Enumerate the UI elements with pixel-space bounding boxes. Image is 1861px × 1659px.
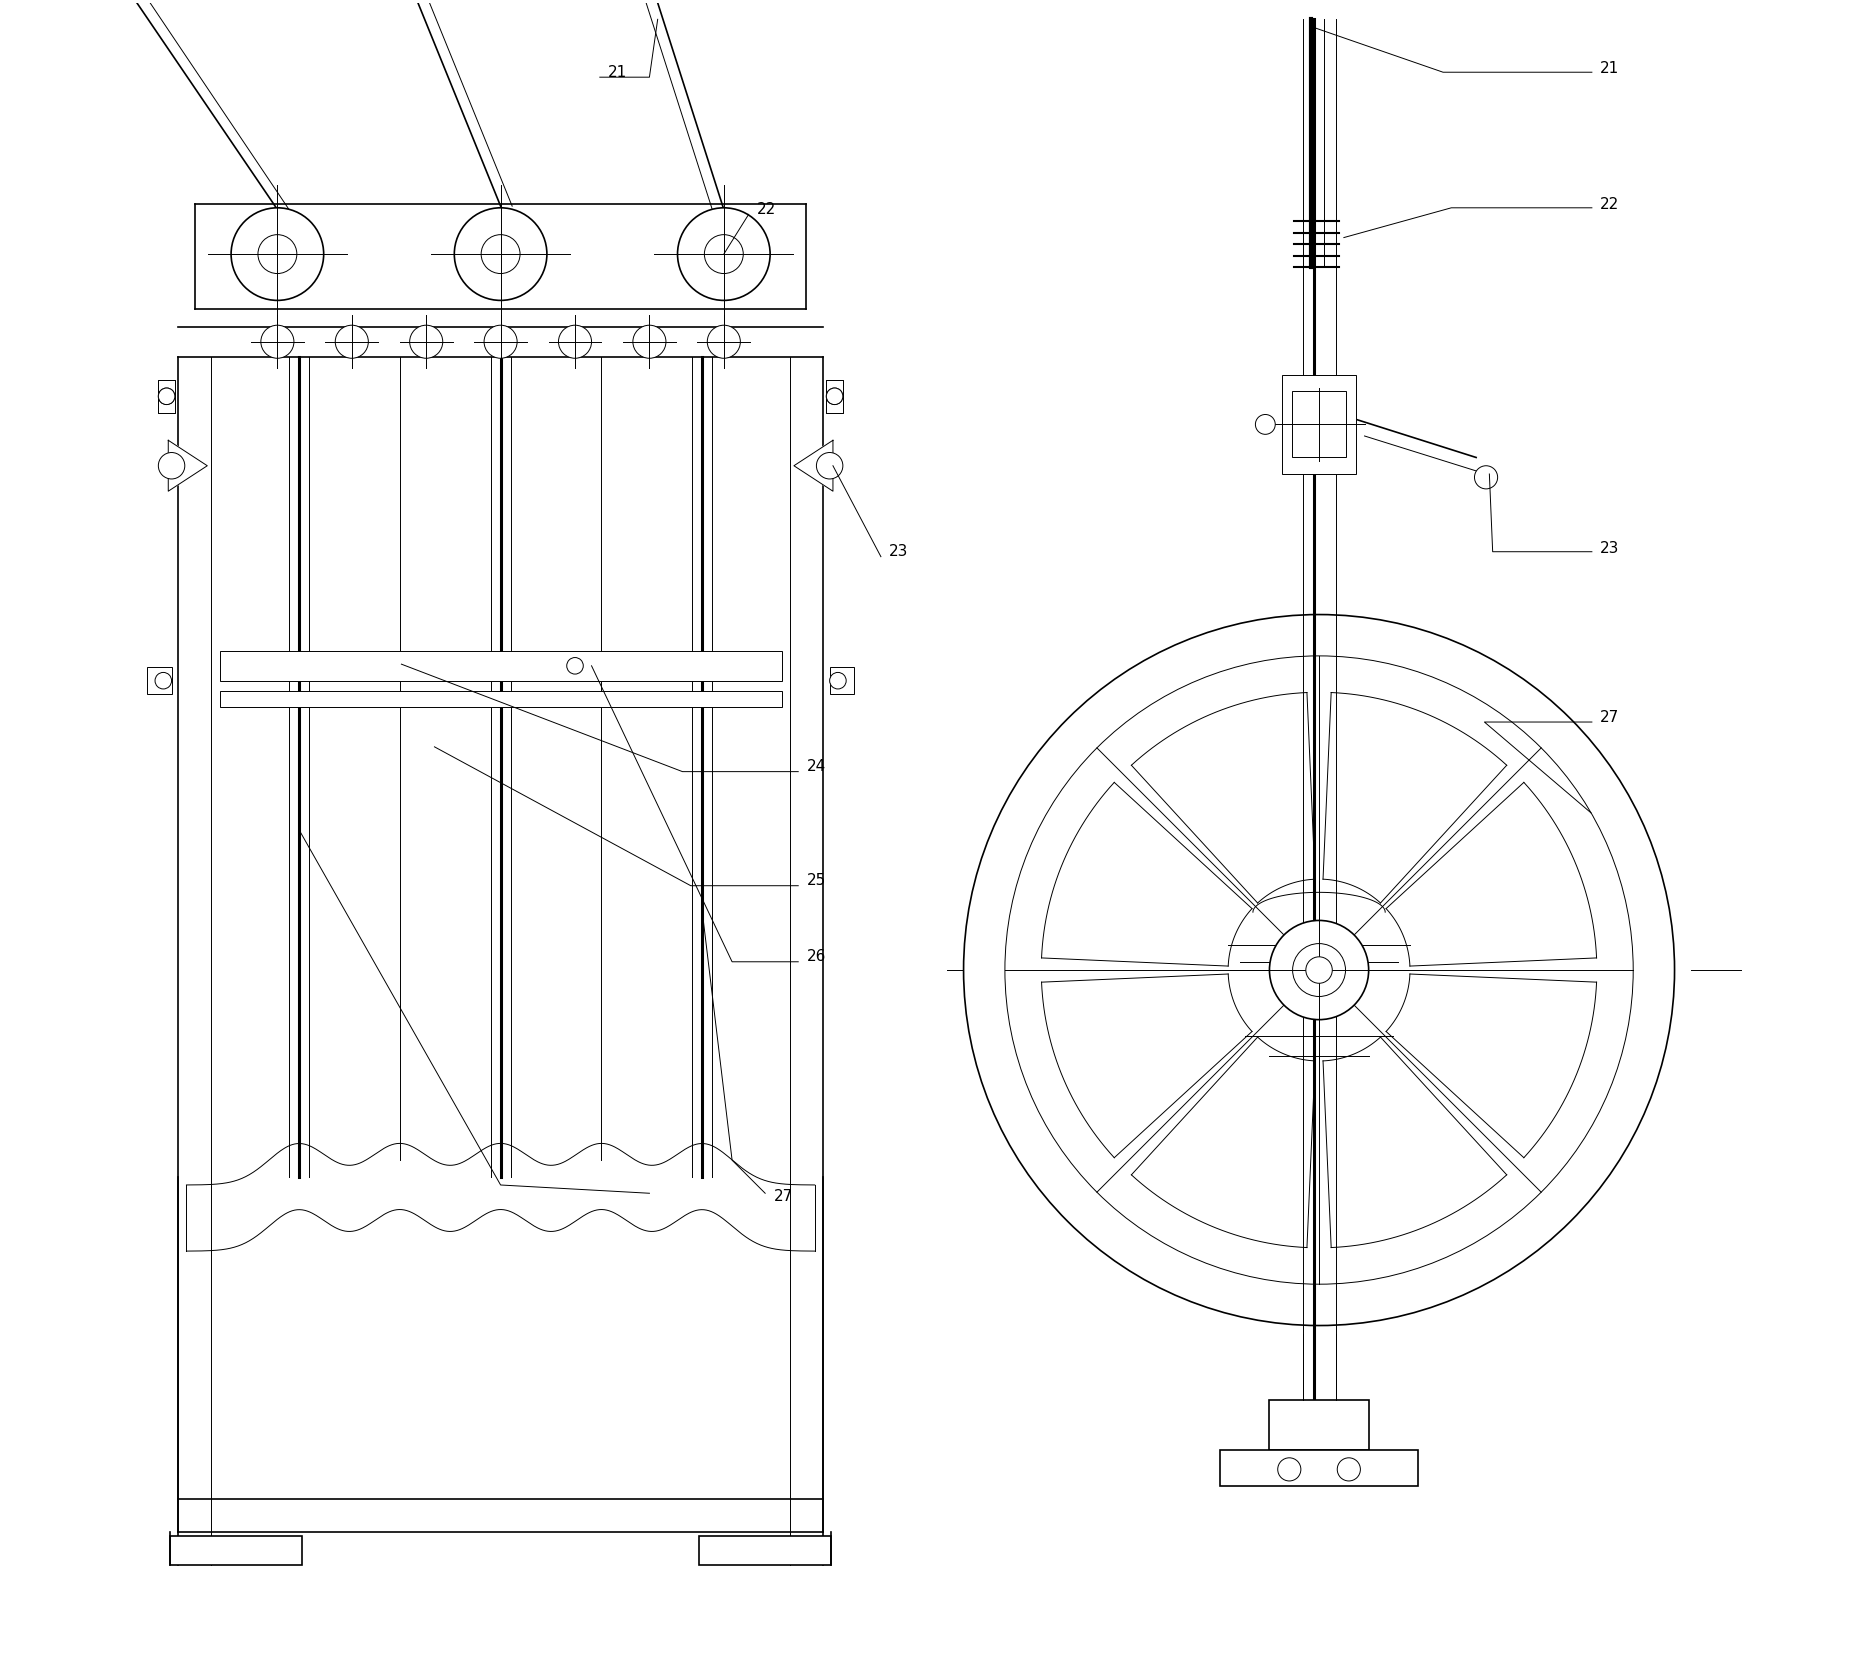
- Circle shape: [158, 453, 184, 479]
- Circle shape: [261, 325, 294, 358]
- Text: 26: 26: [806, 949, 826, 964]
- Circle shape: [826, 388, 843, 405]
- Bar: [169, 1536, 301, 1566]
- Circle shape: [817, 453, 843, 479]
- Circle shape: [1279, 1458, 1301, 1481]
- Circle shape: [259, 234, 298, 274]
- Circle shape: [1306, 957, 1332, 984]
- Text: 23: 23: [1600, 541, 1619, 556]
- Circle shape: [482, 234, 519, 274]
- Bar: [1282, 375, 1357, 474]
- Text: 27: 27: [774, 1190, 793, 1204]
- Bar: [220, 650, 782, 680]
- Text: 27: 27: [1600, 710, 1619, 725]
- Circle shape: [158, 388, 175, 405]
- Polygon shape: [795, 440, 834, 491]
- Text: 24: 24: [806, 760, 826, 775]
- Bar: [700, 1536, 832, 1566]
- Text: 21: 21: [609, 65, 627, 80]
- Circle shape: [633, 325, 666, 358]
- Circle shape: [677, 207, 770, 300]
- Circle shape: [1474, 466, 1498, 489]
- Text: 25: 25: [806, 873, 826, 888]
- Circle shape: [154, 672, 171, 688]
- Circle shape: [558, 325, 592, 358]
- Circle shape: [409, 325, 443, 358]
- Bar: [147, 667, 171, 693]
- Bar: [830, 667, 854, 693]
- Circle shape: [707, 325, 741, 358]
- Circle shape: [1005, 655, 1634, 1284]
- Bar: [826, 380, 843, 413]
- Text: 23: 23: [890, 544, 908, 559]
- Circle shape: [703, 234, 743, 274]
- Circle shape: [1293, 944, 1346, 997]
- Bar: [158, 380, 175, 413]
- Circle shape: [826, 388, 843, 405]
- Text: 21: 21: [1600, 61, 1619, 76]
- Circle shape: [1256, 415, 1275, 435]
- Circle shape: [1269, 921, 1368, 1020]
- Circle shape: [231, 207, 324, 300]
- Bar: [826, 380, 843, 413]
- Bar: [1292, 392, 1346, 458]
- Circle shape: [454, 207, 547, 300]
- Circle shape: [335, 325, 368, 358]
- Circle shape: [484, 325, 517, 358]
- Bar: [158, 380, 175, 413]
- Bar: [1219, 1450, 1418, 1486]
- Bar: [1269, 1400, 1368, 1450]
- Circle shape: [568, 657, 582, 674]
- Polygon shape: [167, 440, 207, 491]
- Text: 22: 22: [757, 202, 776, 217]
- Circle shape: [830, 672, 847, 688]
- Bar: [220, 690, 782, 707]
- Circle shape: [1338, 1458, 1360, 1481]
- Circle shape: [964, 614, 1675, 1326]
- Circle shape: [158, 388, 175, 405]
- Text: 22: 22: [1600, 197, 1619, 212]
